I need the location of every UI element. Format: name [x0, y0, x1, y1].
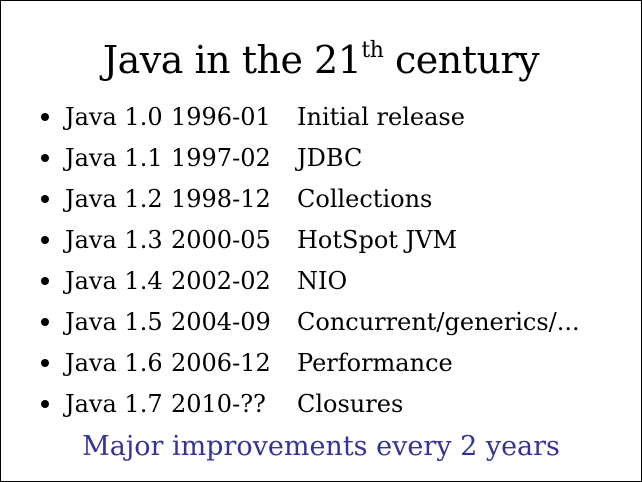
- release-date: 2004-09: [171, 308, 271, 336]
- bullet-icon: [41, 113, 49, 121]
- feature-label: JDBC: [297, 144, 363, 172]
- version-label: Java 1.6: [65, 349, 163, 377]
- bullet-icon: [41, 400, 49, 408]
- feature-label: HotSpot JVM: [297, 226, 458, 254]
- release-date: 2010-??: [171, 390, 266, 418]
- bullet-icon: [41, 277, 49, 285]
- version-label: Java 1.5: [65, 308, 163, 336]
- bullet-icon: [41, 154, 49, 162]
- feature-label: NIO: [297, 267, 348, 295]
- release-date: 2002-02: [171, 267, 271, 295]
- release-date: 2000-05: [171, 226, 271, 254]
- feature-label: Initial release: [297, 103, 465, 131]
- bullet-icon: [41, 359, 49, 367]
- slide-title: Java in the 21th century: [1, 35, 641, 85]
- version-label: Java 1.1: [65, 144, 163, 172]
- feature-label: Closures: [297, 390, 404, 418]
- version-label: Java 1.0: [65, 103, 163, 131]
- feature-label: Concurrent/generics/...: [297, 308, 580, 336]
- version-label: Java 1.4: [65, 267, 163, 295]
- title-superscript: th: [361, 38, 384, 63]
- release-date: 1997-02: [171, 144, 271, 172]
- version-label: Java 1.3: [65, 226, 163, 254]
- version-label: Java 1.2: [65, 185, 163, 213]
- bullet-icon: [41, 195, 49, 203]
- version-label: Java 1.7: [65, 390, 163, 418]
- footer-tagline: Major improvements every 2 years: [82, 431, 560, 462]
- release-date: 2006-12: [171, 349, 271, 377]
- title-text-suffix: century: [383, 38, 540, 82]
- release-date: 1998-12: [171, 185, 271, 213]
- feature-label: Collections: [297, 185, 433, 213]
- bullet-icon: [41, 318, 49, 326]
- feature-label: Performance: [297, 349, 453, 377]
- bullet-icon: [41, 236, 49, 244]
- release-date: 1996-01: [171, 103, 271, 131]
- title-text: Java in the 21: [102, 38, 362, 82]
